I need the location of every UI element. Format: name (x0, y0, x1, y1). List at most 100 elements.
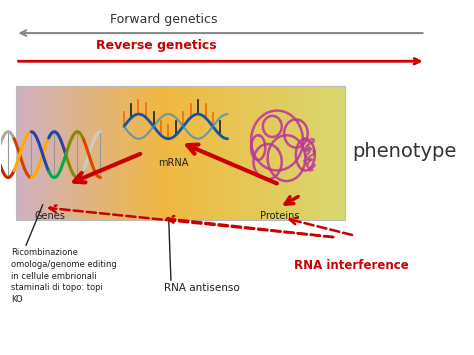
Bar (150, 86, 154, 220)
Bar (123, 86, 127, 220)
Bar (271, 86, 275, 220)
Bar (293, 86, 297, 220)
Bar (238, 86, 242, 220)
Bar (233, 86, 237, 220)
Bar (153, 86, 156, 220)
Bar (95, 86, 99, 220)
Bar (191, 86, 195, 220)
Bar (307, 86, 310, 220)
Bar (265, 86, 269, 220)
Bar (323, 86, 327, 220)
Bar (260, 86, 264, 220)
Bar (24, 86, 27, 220)
Bar (236, 86, 239, 220)
Bar (103, 86, 107, 220)
Bar (343, 86, 346, 220)
Bar (205, 86, 209, 220)
Bar (340, 86, 344, 220)
Bar (241, 86, 245, 220)
Text: phenotype: phenotype (352, 142, 456, 160)
Bar (139, 86, 143, 220)
Bar (299, 86, 302, 220)
Bar (315, 86, 319, 220)
Bar (112, 86, 116, 220)
Bar (46, 86, 49, 220)
Bar (312, 86, 316, 220)
Bar (16, 86, 346, 220)
Bar (296, 86, 300, 220)
Bar (210, 86, 214, 220)
Bar (101, 86, 104, 220)
Bar (288, 86, 292, 220)
Bar (32, 86, 36, 220)
Bar (246, 86, 250, 220)
Bar (301, 86, 305, 220)
Bar (37, 86, 41, 220)
Bar (82, 86, 85, 220)
Bar (326, 86, 330, 220)
Bar (282, 86, 286, 220)
Bar (35, 86, 38, 220)
Bar (186, 86, 190, 220)
Bar (161, 86, 165, 220)
Bar (18, 86, 22, 220)
Bar (227, 86, 231, 220)
Bar (279, 86, 283, 220)
Bar (145, 86, 148, 220)
Bar (252, 86, 255, 220)
Bar (156, 86, 159, 220)
Bar (332, 86, 335, 220)
Bar (304, 86, 308, 220)
Bar (310, 86, 313, 220)
Bar (230, 86, 234, 220)
Bar (131, 86, 135, 220)
Bar (128, 86, 132, 220)
Bar (57, 86, 61, 220)
Bar (334, 86, 338, 220)
Bar (62, 86, 66, 220)
Bar (213, 86, 217, 220)
Bar (71, 86, 74, 220)
Bar (48, 86, 52, 220)
Bar (216, 86, 220, 220)
Bar (291, 86, 294, 220)
Text: Reverse genetics: Reverse genetics (96, 39, 216, 53)
Bar (40, 86, 44, 220)
Bar (178, 86, 182, 220)
Bar (147, 86, 151, 220)
Bar (54, 86, 58, 220)
Bar (16, 86, 19, 220)
Bar (222, 86, 225, 220)
Bar (318, 86, 321, 220)
Bar (73, 86, 77, 220)
Bar (244, 86, 247, 220)
Bar (120, 86, 124, 220)
Bar (142, 86, 146, 220)
Bar (268, 86, 272, 220)
Bar (68, 86, 72, 220)
Bar (98, 86, 102, 220)
Bar (43, 86, 47, 220)
Bar (208, 86, 211, 220)
Bar (87, 86, 91, 220)
Bar (137, 86, 140, 220)
Bar (117, 86, 121, 220)
Bar (197, 86, 201, 220)
Text: Forward genetics: Forward genetics (110, 13, 217, 26)
Bar (167, 86, 170, 220)
Bar (255, 86, 258, 220)
Bar (263, 86, 266, 220)
Bar (181, 86, 184, 220)
Bar (126, 86, 129, 220)
Bar (172, 86, 176, 220)
Bar (29, 86, 33, 220)
Text: RNA antisenso: RNA antisenso (164, 283, 240, 293)
Bar (84, 86, 88, 220)
Bar (224, 86, 228, 220)
Bar (115, 86, 118, 220)
Text: Ricombinazione
omologa/genome editing
in cellule embrionali
staminali di topo: t: Ricombinazione omologa/genome editing in… (11, 248, 117, 304)
Bar (79, 86, 82, 220)
Bar (183, 86, 187, 220)
Bar (194, 86, 198, 220)
Bar (65, 86, 69, 220)
